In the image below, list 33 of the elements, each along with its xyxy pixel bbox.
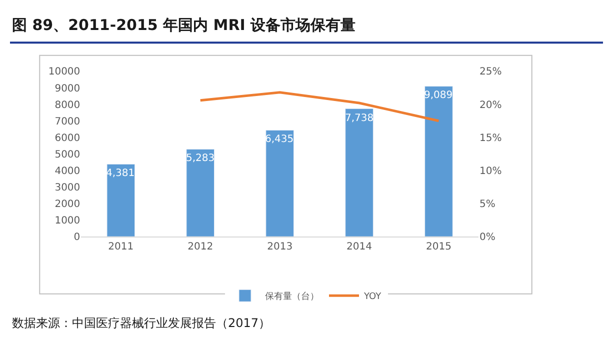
bar bbox=[266, 130, 294, 237]
y2-tick-label: 5% bbox=[479, 199, 496, 210]
y2-tick-label: 20% bbox=[479, 100, 502, 111]
y-tick-label: 8000 bbox=[54, 100, 80, 111]
legend-label: 保有量（台） bbox=[265, 291, 319, 302]
legend-label: YOY bbox=[363, 292, 382, 302]
y2-tick-label: 10% bbox=[479, 166, 502, 177]
y-tick-label: 6000 bbox=[54, 132, 80, 144]
data-label: 7,738 bbox=[345, 113, 374, 124]
bar bbox=[106, 164, 136, 237]
y2-tick-label: 15% bbox=[479, 132, 502, 144]
y-tick-label: 7000 bbox=[54, 116, 80, 128]
source-note: 数据来源：中国医疗器械行业发展报告（2017） bbox=[12, 316, 271, 330]
y2-tick-label: 25% bbox=[479, 66, 502, 78]
x-tick-label: 2011 bbox=[108, 242, 134, 253]
bar bbox=[186, 148, 215, 237]
x-tick-label: 2015 bbox=[426, 242, 452, 253]
y-tick-label: 4000 bbox=[54, 166, 80, 177]
y-tick-label: 1000 bbox=[54, 216, 80, 227]
y-tick-label: 3000 bbox=[54, 182, 80, 194]
y-tick-label: 10000 bbox=[48, 66, 80, 78]
x-tick-label: 2013 bbox=[267, 242, 293, 253]
chart-title: 图 89、2011-2015 年国内 MRI 设备市场保有量 bbox=[12, 16, 356, 34]
bar bbox=[424, 86, 453, 237]
y-tick-label: 0 bbox=[74, 232, 80, 244]
y2-tick-label: 0% bbox=[479, 232, 496, 244]
bar bbox=[345, 108, 374, 237]
y-tick-label: 2000 bbox=[54, 199, 80, 210]
x-tick-label: 2014 bbox=[346, 242, 372, 253]
data-label: 5,283 bbox=[186, 153, 215, 164]
y-tick-label: 9000 bbox=[54, 83, 80, 94]
y-tick-label: 5000 bbox=[54, 149, 80, 160]
x-tick-label: 2012 bbox=[188, 242, 214, 253]
